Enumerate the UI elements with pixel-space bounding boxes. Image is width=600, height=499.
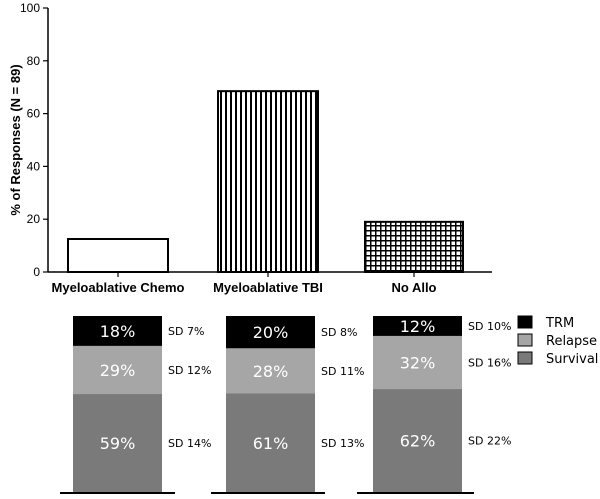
segment-label: 62% — [400, 432, 436, 451]
legend-swatch — [517, 351, 533, 365]
segment-label: 28% — [253, 362, 289, 381]
bar — [217, 90, 319, 273]
sd-label: SD 13% — [321, 437, 364, 450]
sd-label: SD 16% — [468, 356, 511, 369]
x-tick-label: No Allo — [391, 280, 436, 295]
segment-label: 32% — [400, 353, 436, 372]
sd-label: SD 22% — [468, 435, 511, 448]
stacked-segment — [226, 393, 315, 492]
legend-label: TRM — [545, 316, 574, 331]
x-tick-label: Myeloablative TBI — [213, 280, 323, 295]
sd-label: SD 7% — [168, 325, 204, 338]
top-bar-chart: 0 20 40 60 80 100 % of Responses (N = 89) Myelo… — [8, 1, 492, 295]
x-tick-label: Myeloablative Chemo — [52, 280, 185, 295]
legend-label: Relapse — [546, 334, 597, 349]
legend-swatch — [517, 333, 533, 347]
bar — [67, 238, 169, 273]
bar — [364, 220, 464, 273]
sd-label: SD 12% — [168, 364, 211, 377]
segment-label: 59% — [100, 434, 136, 453]
y-tick-label: 40 — [27, 159, 41, 173]
stacked-segment — [373, 335, 462, 390]
segment-label: 12% — [400, 317, 436, 336]
sd-label: SD 11% — [321, 365, 364, 378]
y-axis-label: % of Responses (N = 89) — [8, 64, 23, 215]
stacked-bar-chart: 59% SD 14% 29% SD 12% 18% SD 7% 61% SD 13% 28% SD… — [60, 315, 598, 494]
sd-label: SD 14% — [168, 437, 211, 450]
y-tick-label: 100 — [20, 1, 40, 15]
stacked-segment — [373, 316, 462, 336]
segment-label: 18% — [100, 322, 136, 341]
stacked-segment — [226, 316, 315, 349]
y-tick-label: 0 — [33, 265, 40, 279]
sd-label: SD 8% — [321, 326, 357, 339]
stacked-segment — [373, 389, 462, 492]
y-tick-label: 20 — [27, 212, 41, 226]
segment-label: 61% — [253, 434, 289, 453]
stacked-segment — [73, 394, 162, 492]
stacked-segment — [226, 348, 315, 394]
legend-label: Survival — [546, 352, 598, 367]
y-tick-label: 80 — [27, 54, 41, 68]
stacked-segment — [73, 316, 162, 346]
segment-label: 29% — [100, 361, 136, 380]
stacked-segment — [73, 345, 162, 395]
sd-label: SD 10% — [468, 320, 511, 333]
segment-label: 20% — [253, 323, 289, 342]
legend-swatch — [517, 315, 533, 329]
y-tick-label: 60 — [27, 107, 41, 121]
